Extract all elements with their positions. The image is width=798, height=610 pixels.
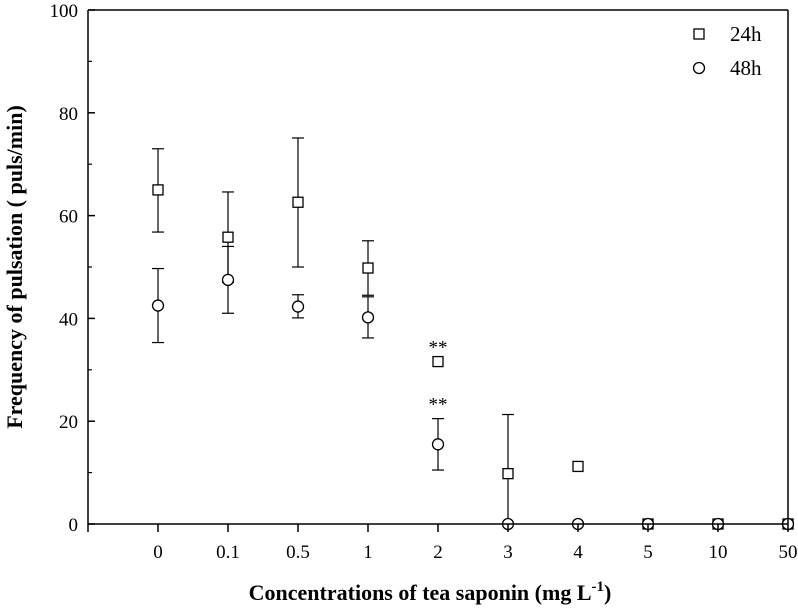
x-tick-label: 4 <box>573 542 583 563</box>
y-tick-label: 40 <box>59 309 78 330</box>
legend-marker-square <box>693 28 705 40</box>
x-tick-label: 1 <box>363 542 373 563</box>
data-point-circle <box>361 311 375 324</box>
x-axis-title: Concentrations of tea saponin (mg L-1) <box>249 579 612 605</box>
x-tick-label: 3 <box>503 542 513 563</box>
y-axis-title: Frequency of pulsation ( puls/min) <box>2 105 27 429</box>
legend-item: 24h <box>693 22 762 46</box>
data-point-square <box>572 460 584 473</box>
x-tick-label: 5 <box>643 542 653 563</box>
data-point-circle <box>291 300 305 313</box>
y-tick-label: 100 <box>50 1 79 22</box>
x-axis-title-close: ) <box>604 580 611 605</box>
y-tick-label: 0 <box>69 515 79 536</box>
x-axis-title-main: Concentrations of tea saponin (mg L <box>249 580 592 605</box>
x-tick-label: 2 <box>433 542 443 563</box>
data-point-circle <box>221 273 235 287</box>
data-point-square <box>432 355 444 368</box>
legend-label: 24h <box>730 22 762 46</box>
data-point-circle <box>431 438 445 451</box>
legend-item: 48h <box>692 56 762 80</box>
x-tick-label: 0.5 <box>286 542 310 563</box>
y-tick-label: 20 <box>59 412 78 433</box>
y-tick-label: 80 <box>59 104 78 125</box>
x-tick-label: 0.1 <box>216 542 240 563</box>
x-axis-title-superscript: -1 <box>592 579 605 595</box>
legend-label: 48h <box>730 56 762 80</box>
x-tick-label: 0 <box>153 542 163 563</box>
plot-layer: ** ** <box>151 137 795 531</box>
data-point-square <box>152 184 164 196</box>
data-point-square <box>292 196 304 208</box>
data-point-circle <box>151 299 165 312</box>
data-point-square <box>222 231 234 243</box>
series-24h <box>152 137 794 530</box>
series-48h <box>151 245 795 531</box>
x-tick-label: 50 <box>779 542 798 563</box>
significance-annotation: ** <box>429 395 448 416</box>
legend-marker-circle <box>692 61 706 75</box>
data-point-square <box>362 262 374 274</box>
data-point-square <box>502 467 514 480</box>
significance-annotation: ** <box>429 338 448 359</box>
y-tick-label: 60 <box>59 207 78 228</box>
x-tick-label: 10 <box>709 542 728 563</box>
